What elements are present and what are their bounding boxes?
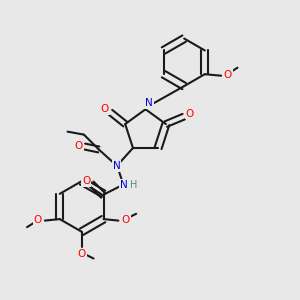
Text: N: N — [113, 161, 121, 171]
Text: O: O — [82, 176, 90, 186]
Text: O: O — [33, 215, 42, 225]
Text: O: O — [77, 249, 86, 259]
Text: O: O — [74, 141, 83, 151]
Text: O: O — [122, 215, 130, 225]
Text: H: H — [130, 180, 137, 190]
Text: O: O — [101, 104, 109, 114]
Text: O: O — [224, 70, 232, 80]
Text: N: N — [120, 180, 128, 190]
Text: O: O — [185, 109, 194, 119]
Text: N: N — [145, 98, 153, 108]
